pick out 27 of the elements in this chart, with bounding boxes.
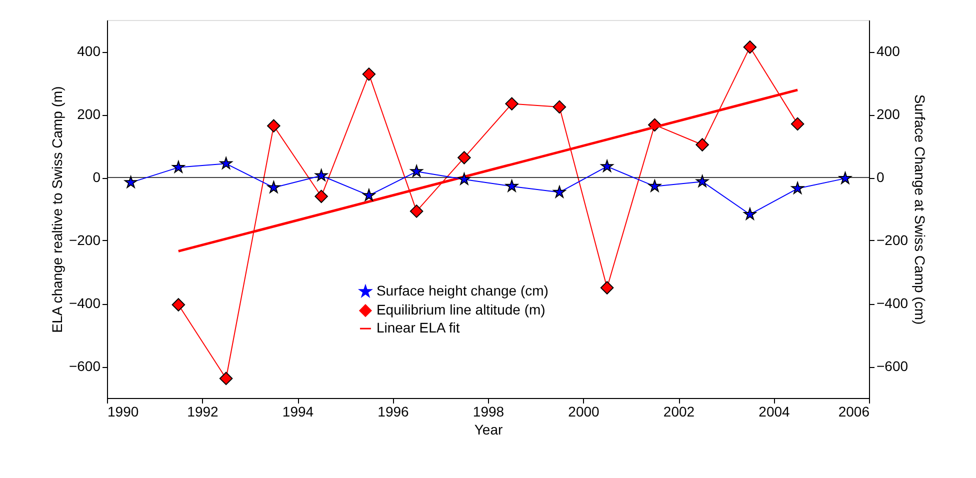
y2-tick-label: −400	[876, 295, 908, 311]
x-tick-label: 2004	[758, 404, 790, 420]
y-axis-title: ELA change realtive to Swiss Camp (m)	[48, 86, 65, 333]
x-tick-label: 1998	[472, 404, 504, 420]
x-tick-label: 1996	[378, 404, 410, 420]
y-tick-label: 400	[77, 43, 101, 59]
y2-tick-label: −200	[876, 232, 908, 248]
legend-label: Surface height change (cm)	[376, 282, 548, 299]
x-tick-label: 2002	[663, 404, 695, 420]
y-tick-label: −600	[68, 358, 101, 374]
y2-tick-label: 0	[876, 169, 884, 185]
x-tick-label: 1990	[108, 404, 139, 420]
y2-tick-label: 400	[876, 43, 900, 59]
x-tick-label: 2006	[838, 404, 870, 420]
x-tick-label: 1992	[187, 404, 219, 420]
x-tick-label: 1994	[282, 404, 314, 420]
x-tick-label: 2000	[568, 404, 600, 420]
y-tick-label: −200	[68, 232, 101, 248]
legend-label: Equilibrium line altitude (m)	[376, 302, 546, 318]
y-tick-label: 200	[77, 106, 101, 122]
y-tick-label: 0	[92, 169, 101, 185]
legend-label: Linear ELA fit	[376, 320, 460, 336]
x-axis-title: Year	[474, 422, 503, 438]
y-tick-label: −400	[68, 295, 101, 311]
y2-axis-title: Surface Change at Swiss Camp (cm)	[912, 94, 928, 325]
y2-tick-label: 200	[876, 106, 900, 122]
y2-tick-label: −600	[876, 358, 908, 374]
